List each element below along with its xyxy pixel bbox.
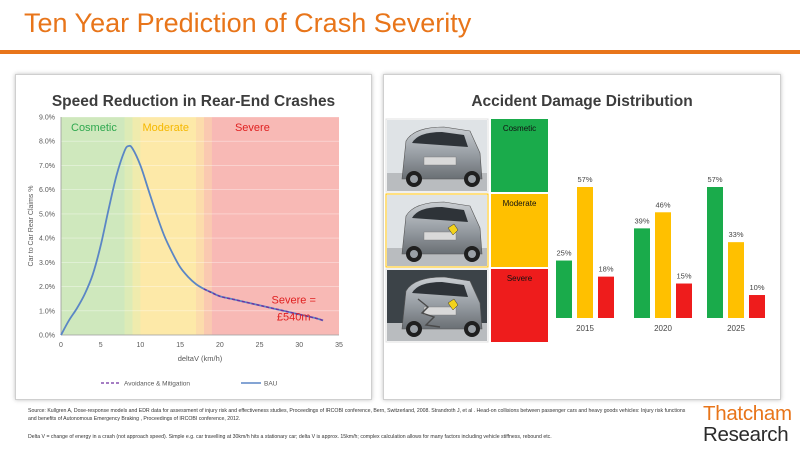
zone-cosmetic (61, 117, 133, 335)
hubcap (468, 250, 476, 258)
x-tick-label: 25 (256, 342, 264, 349)
category-label-2025: 2025 (727, 324, 745, 333)
car-photo-moderate (385, 193, 489, 268)
zone-blend-2 (196, 117, 212, 335)
zone-moderate (132, 117, 204, 335)
bar-value-label: 10% (749, 283, 764, 292)
severity-band-cosmetic (491, 119, 548, 192)
hubcap (410, 175, 418, 183)
bar-moderate-2015 (577, 187, 593, 318)
zone-label-moderate: Moderate (142, 122, 188, 134)
hubcap (468, 175, 476, 183)
bar-value-label: 39% (634, 216, 649, 225)
y-tick-label: 9.0% (39, 115, 55, 122)
number-plate (423, 231, 457, 241)
zone-label-cosmetic: Cosmetic (71, 122, 117, 134)
y-tick-label: 4.0% (39, 236, 55, 243)
number-plate (423, 156, 457, 166)
bar-value-label: 46% (655, 200, 670, 209)
y-tick-label: 5.0% (39, 211, 55, 218)
series-line-bau (60, 144, 324, 336)
severity-band-severe (491, 269, 548, 342)
x-tick-label: 5 (99, 342, 103, 349)
car-window (412, 207, 468, 222)
bar-value-label: 25% (556, 249, 571, 258)
hubcap (410, 250, 418, 258)
legend-label-avoidance: Avoidance & Mitigation (124, 381, 190, 388)
crumple-damage (417, 298, 441, 328)
y-tick-label: 3.0% (39, 260, 55, 267)
bar-cosmetic-2015 (556, 260, 572, 318)
category-label-2020: 2020 (654, 324, 672, 333)
bar-cosmetic-2020 (634, 228, 650, 318)
bar-severe-2015 (598, 276, 614, 318)
crash-marker (447, 298, 459, 311)
y-axis-label: Car to Car Rear Claims % (28, 186, 35, 267)
delta-v-note: Delta V = change of energy in a crash (n… (28, 434, 552, 440)
damage-distribution-chart: Cosmetic Moderate Severe 25% 57% 18% 2015 39% 4… (385, 118, 765, 343)
severity-band-moderate (491, 194, 548, 267)
logo-line-1: Thatcham (703, 402, 792, 425)
thatcham-logo: Thatcham Research (703, 402, 799, 446)
damage-distribution-panel: Accident Damage Distribution Cosmetic Mod… (383, 74, 781, 400)
bar-value-label: 15% (676, 272, 691, 281)
x-tick-label: 0 (59, 342, 63, 349)
x-tick-label: 20 (216, 342, 224, 349)
series-line-avoidance-mitigation (203, 288, 324, 322)
logo-line-2: Research (703, 422, 789, 446)
x-tick-label: 10 (137, 342, 145, 349)
bar-value-label: 18% (598, 265, 613, 274)
y-tick-label: 6.0% (39, 187, 55, 194)
legend-label-bau: BAU (264, 381, 278, 388)
title-divider (0, 50, 800, 54)
source-citation: Source: Kullgren A, Dose-response models… (28, 408, 686, 422)
severity-label-cosmetic: Cosmetic (503, 124, 536, 133)
severity-label-moderate: Moderate (503, 199, 537, 208)
severe-annotation-line1: Severe = (272, 295, 316, 307)
speed-reduction-panel: Speed Reduction in Rear-End Crashes 0.0%… (15, 74, 372, 400)
y-tick-label: 8.0% (39, 139, 55, 146)
car-photo-cosmetic (385, 118, 489, 193)
category-label-2015: 2015 (576, 324, 594, 333)
bar-moderate-2020 (655, 212, 671, 318)
y-tick-label: 7.0% (39, 163, 55, 170)
y-tick-label: 0.0% (39, 333, 55, 340)
bar-value-label: 57% (577, 175, 592, 184)
slide-title: Ten Year Prediction of Crash Severity (24, 8, 472, 38)
bar-value-label: 33% (728, 230, 743, 239)
bar-severe-2020 (676, 283, 692, 318)
speed-reduction-chart: 0.0% 1.0% 2.0% 3.0% 4.0% 5.0% 6.0% 7.0% 8.0% 9.0%… (28, 115, 343, 388)
zone-label-severe: Severe (235, 122, 270, 134)
severity-label-severe: Severe (507, 274, 533, 283)
bar-cosmetic-2025 (707, 187, 723, 318)
bar-severe-2025 (749, 295, 765, 318)
x-tick-label: 30 (295, 342, 303, 349)
bar-value-label: 57% (707, 175, 722, 184)
x-tick-label: 15 (176, 342, 184, 349)
y-tick-label: 1.0% (39, 308, 55, 315)
zone-blend-1 (124, 117, 141, 335)
y-tick-label: 2.0% (39, 284, 55, 291)
x-axis-label: deltaV (km/h) (178, 354, 223, 363)
number-plate (423, 306, 457, 316)
severe-annotation-line2: £540m (277, 311, 311, 323)
crash-marker (447, 223, 459, 236)
bar-moderate-2025 (728, 242, 744, 318)
car-photo-severe (385, 268, 489, 343)
speed-reduction-title: Speed Reduction in Rear-End Crashes (51, 93, 336, 110)
x-tick-label: 35 (335, 342, 343, 349)
damage-distribution-title: Accident Damage Distribution (471, 93, 693, 110)
hubcap (410, 325, 418, 333)
car-window (412, 282, 468, 297)
car-window (412, 132, 468, 147)
hubcap (468, 325, 476, 333)
